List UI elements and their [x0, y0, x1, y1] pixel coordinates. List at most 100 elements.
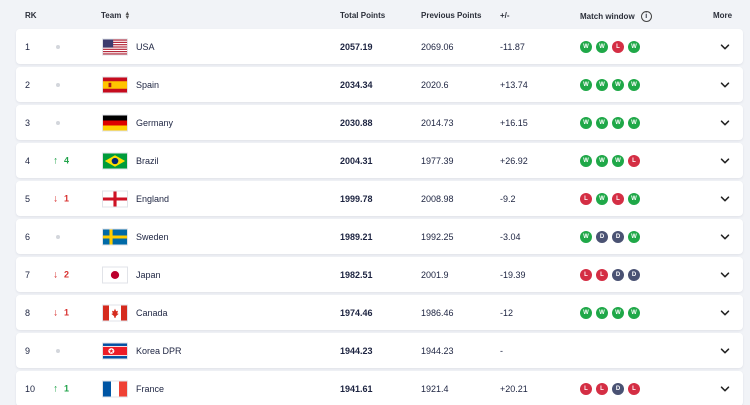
arrow-down-icon: ↓: [53, 307, 58, 318]
team-header[interactable]: Team ▲ ▼: [101, 10, 131, 21]
rank-change: [53, 44, 60, 49]
chevron-down-icon[interactable]: [720, 270, 730, 280]
match-result-badge[interactable]: W: [628, 40, 640, 53]
no-change-dot-icon: [56, 44, 60, 49]
japan-flag-icon: [102, 266, 128, 283]
diff-cell: -11.87: [500, 41, 525, 52]
match-result-badge[interactable]: D: [596, 230, 608, 243]
match-result-badge[interactable]: L: [596, 382, 608, 395]
match-result-badge[interactable]: L: [612, 40, 624, 53]
match-result-badge[interactable]: W: [596, 192, 608, 205]
match-result-badge[interactable]: W: [596, 116, 608, 129]
chevron-down-icon[interactable]: [720, 308, 730, 318]
match-result-badge[interactable]: W: [612, 116, 624, 129]
match-result-badge[interactable]: W: [596, 78, 608, 91]
team-name[interactable]: Brazil: [136, 155, 159, 166]
chevron-down-icon[interactable]: [720, 118, 730, 128]
match-result-badge[interactable]: W: [612, 306, 624, 319]
match-result-badge[interactable]: D: [628, 268, 640, 281]
previous-points-cell: 1977.39: [421, 155, 454, 166]
team-name[interactable]: France: [136, 383, 165, 394]
england-flag-icon: [102, 190, 128, 207]
previous-points-cell: 2001.9: [421, 269, 449, 280]
rank-change: ↑ 1: [53, 383, 69, 394]
match-result-badge[interactable]: L: [580, 268, 592, 281]
rank-header: RK: [25, 11, 37, 20]
match-result-badge[interactable]: W: [580, 306, 592, 319]
match-result-badge[interactable]: L: [580, 382, 592, 395]
match-result-badge[interactable]: L: [628, 154, 640, 167]
team-name[interactable]: Japan: [136, 269, 161, 280]
chevron-down-icon[interactable]: [720, 42, 730, 52]
chevron-down-icon[interactable]: [720, 232, 730, 242]
team-header-label: Team: [101, 11, 122, 20]
sort-icon[interactable]: ▲ ▼: [124, 10, 131, 21]
match-result-badge[interactable]: W: [628, 230, 640, 243]
team-name[interactable]: Spain: [136, 79, 160, 90]
match-result-badge[interactable]: W: [628, 116, 640, 129]
team-name[interactable]: USA: [136, 41, 155, 52]
no-change-dot-icon: [56, 348, 60, 353]
rank-change: [53, 234, 60, 239]
match-result-badge[interactable]: W: [612, 154, 624, 167]
match-result-badge[interactable]: W: [628, 306, 640, 319]
chevron-down-icon[interactable]: [720, 80, 730, 90]
table-row[interactable]: 9 Korea DPR 1944.23 1944.23 -: [16, 333, 743, 368]
total-points-cell: 1974.46: [340, 307, 373, 318]
team-name[interactable]: England: [136, 193, 170, 204]
chevron-down-icon[interactable]: [720, 194, 730, 204]
match-result-badge[interactable]: W: [628, 192, 640, 205]
total-points-cell: 1982.51: [340, 269, 373, 280]
previous-points-header-label: Previous Points: [421, 11, 482, 20]
rank-change-value: 1: [64, 193, 70, 204]
chevron-down-icon[interactable]: [720, 384, 730, 394]
team-name[interactable]: Sweden: [136, 231, 169, 242]
match-result-badge[interactable]: W: [596, 154, 608, 167]
match-result-badge[interactable]: W: [580, 40, 592, 53]
diff-cell: +20.21: [500, 383, 528, 394]
rank-cell: 8: [25, 307, 31, 318]
previous-points-cell: 2008.98: [421, 193, 454, 204]
match-result-badge[interactable]: W: [580, 78, 592, 91]
match-result-badge[interactable]: W: [580, 154, 592, 167]
match-result-badge[interactable]: W: [580, 230, 592, 243]
match-result-badge[interactable]: W: [596, 306, 608, 319]
match-result-badge[interactable]: W: [596, 40, 608, 53]
match-result-badge[interactable]: D: [612, 268, 624, 281]
no-change-dot-icon: [56, 82, 60, 87]
spain-flag-icon: [102, 76, 128, 93]
chevron-down-icon[interactable]: [720, 346, 730, 356]
match-result-badge[interactable]: L: [596, 268, 608, 281]
rank-change: [53, 82, 60, 87]
rank-change: [53, 120, 60, 125]
match-result-badge[interactable]: D: [612, 382, 624, 395]
match-result-badge[interactable]: D: [612, 230, 624, 243]
info-icon[interactable]: i: [640, 11, 652, 22]
korea-dpr-flag-icon: [102, 342, 128, 359]
team-name[interactable]: Canada: [136, 307, 168, 318]
match-result-badge[interactable]: L: [612, 192, 624, 205]
match-result-badge[interactable]: W: [628, 78, 640, 91]
team-name[interactable]: Korea DPR: [136, 345, 182, 356]
chevron-down-icon[interactable]: [720, 156, 730, 166]
match-result-badge[interactable]: W: [580, 116, 592, 129]
total-points-cell: 1944.23: [340, 345, 373, 356]
match-result-badge[interactable]: L: [580, 192, 592, 205]
match-result-badge[interactable]: W: [612, 78, 624, 91]
team-name[interactable]: Germany: [136, 117, 174, 128]
match-result-badge[interactable]: L: [628, 382, 640, 395]
total-points-cell: 2057.19: [340, 41, 373, 52]
rank-cell: 6: [25, 231, 31, 242]
